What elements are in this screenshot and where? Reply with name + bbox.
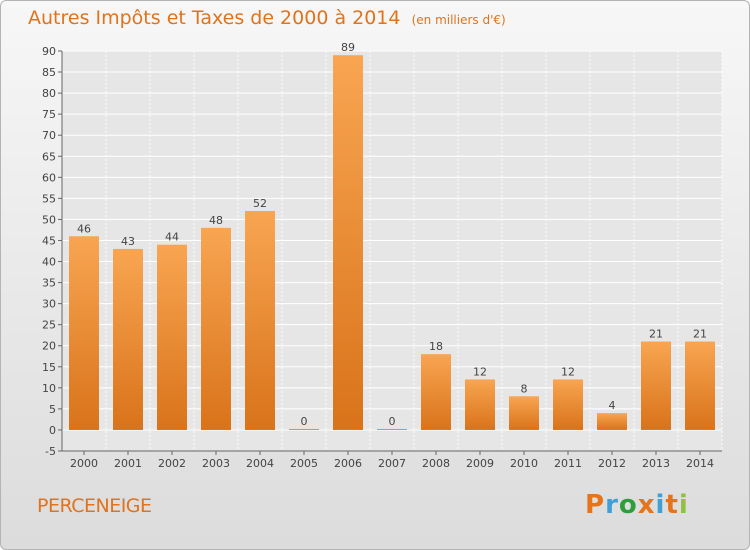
bar: [157, 244, 187, 430]
logo-letter: r: [605, 490, 619, 520]
x-tick-label: 2003: [202, 457, 230, 470]
data-label: 4: [609, 399, 616, 412]
data-label: 52: [253, 197, 267, 210]
logo-letter: P: [585, 490, 606, 520]
bar: [113, 248, 143, 430]
x-tick-label: 2004: [246, 457, 274, 470]
logo-letter: x: [637, 490, 656, 520]
data-label: 21: [649, 328, 663, 341]
bar: [245, 211, 275, 430]
bar: [553, 379, 583, 430]
x-tick-label: 2012: [598, 457, 626, 470]
logo-letter: i: [678, 490, 689, 520]
x-tick-label: 2011: [554, 457, 582, 470]
bar: [69, 236, 99, 430]
y-tick-label: 75: [42, 108, 56, 121]
y-tick-label: 50: [42, 213, 56, 226]
x-tick-label: 2008: [422, 457, 450, 470]
y-tick-label: 70: [42, 129, 56, 142]
bar: [509, 396, 539, 430]
data-label: 18: [429, 340, 443, 353]
data-label: 43: [121, 235, 135, 248]
data-label: 0: [389, 415, 396, 428]
x-tick-label: 2006: [334, 457, 362, 470]
y-tick-label: 10: [42, 382, 56, 395]
data-label: 89: [341, 41, 355, 54]
bar: [421, 354, 451, 430]
x-tick-label: 2007: [378, 457, 406, 470]
y-tick-label: 5: [49, 403, 56, 416]
x-tick-label: 2010: [510, 457, 538, 470]
y-tick-label: -5: [45, 445, 56, 458]
bar: [597, 413, 627, 430]
data-label: 44: [165, 231, 179, 244]
bar: [377, 428, 407, 430]
y-tick-label: 35: [42, 277, 56, 290]
y-tick-label: 25: [42, 319, 56, 332]
y-tick-label: 15: [42, 361, 56, 374]
bar: [289, 428, 319, 430]
data-label: 46: [77, 222, 91, 235]
bar: [465, 379, 495, 430]
y-tick-label: 0: [49, 424, 56, 437]
proxiti-logo: Proxiti: [585, 490, 689, 520]
logo-letter: o: [618, 490, 638, 520]
y-tick-label: 30: [42, 298, 56, 311]
y-tick-label: 55: [42, 192, 56, 205]
x-tick-label: 2000: [70, 457, 98, 470]
chart-title-block: Autres Impôts et Taxes de 2000 à 2014 (e…: [28, 7, 506, 29]
y-tick-label: 80: [42, 87, 56, 100]
logo-letter: t: [665, 490, 679, 520]
y-tick-label: 90: [42, 45, 56, 58]
y-tick-label: 85: [42, 66, 56, 79]
y-tick-label: 45: [42, 234, 56, 247]
x-tick-label: 2013: [642, 457, 670, 470]
x-tick-label: 2001: [114, 457, 142, 470]
bar: [201, 227, 231, 430]
x-tick-label: 2014: [686, 457, 714, 470]
data-label: 8: [521, 382, 528, 395]
logo-letter: i: [655, 490, 666, 520]
bar: [333, 55, 363, 430]
y-tick-label: 60: [42, 171, 56, 184]
bar: [641, 341, 671, 430]
x-tick-label: 2005: [290, 457, 318, 470]
data-label: 0: [301, 415, 308, 428]
y-tick-label: 65: [42, 150, 56, 163]
bar: [685, 341, 715, 430]
chart-title: Autres Impôts et Taxes de 2000 à 2014: [28, 7, 401, 29]
data-label: 12: [473, 365, 487, 378]
y-tick-label: 40: [42, 256, 56, 269]
data-label: 48: [209, 214, 223, 227]
location-label: PERCENEIGE: [37, 495, 152, 517]
y-tick-label: 20: [42, 340, 56, 353]
data-label: 12: [561, 365, 575, 378]
chart-subtitle: (en milliers d'€): [411, 13, 506, 27]
data-label: 21: [693, 328, 707, 341]
x-tick-label: 2002: [158, 457, 186, 470]
x-tick-label: 2009: [466, 457, 494, 470]
